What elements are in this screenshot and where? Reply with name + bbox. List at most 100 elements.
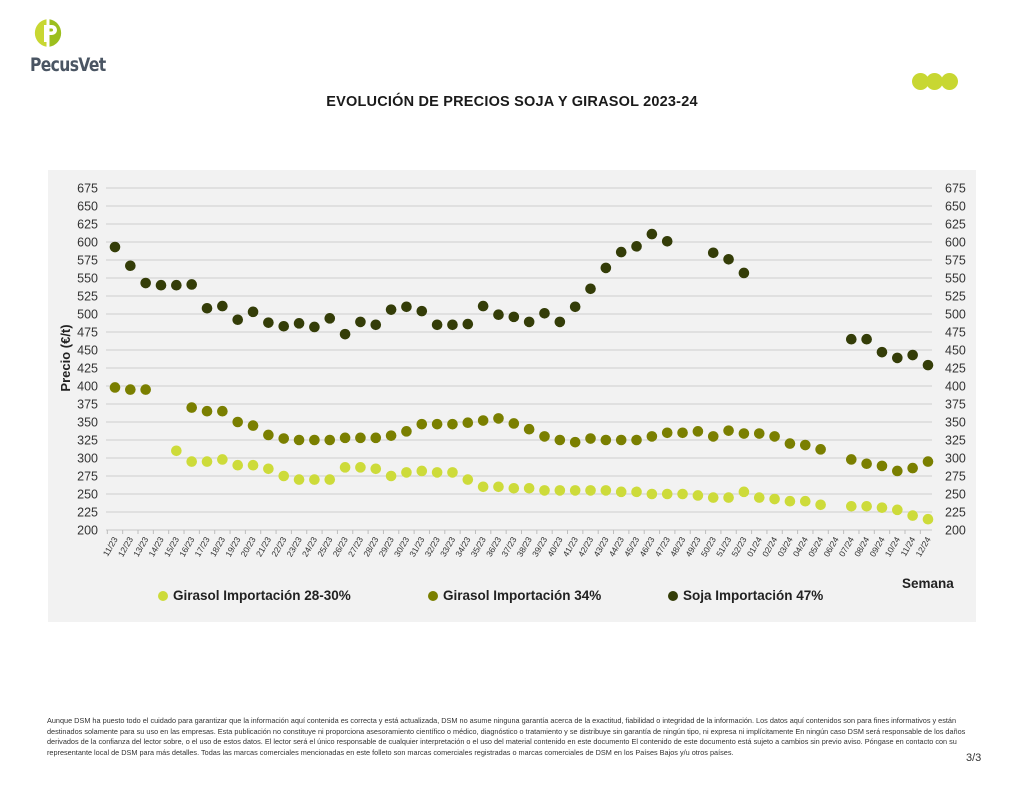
data-point bbox=[815, 444, 826, 455]
legend-marker bbox=[668, 590, 678, 601]
y-tick-label-left: 225 bbox=[77, 506, 98, 520]
y-tick-label-right: 250 bbox=[945, 488, 966, 502]
data-point bbox=[462, 417, 474, 429]
y-tick-label-left: 575 bbox=[77, 254, 98, 268]
data-point bbox=[615, 434, 627, 446]
y-axis-label: Precio (€/t) bbox=[58, 324, 73, 391]
data-point bbox=[769, 493, 780, 505]
data-point bbox=[109, 382, 121, 393]
data-point bbox=[646, 228, 658, 240]
y-tick-label-left: 650 bbox=[77, 200, 98, 214]
data-point bbox=[416, 305, 428, 317]
y-tick-label-left: 500 bbox=[77, 308, 98, 322]
data-point bbox=[508, 418, 520, 429]
data-point bbox=[232, 459, 244, 471]
data-point bbox=[370, 319, 382, 331]
data-point bbox=[278, 433, 290, 444]
data-point bbox=[140, 277, 151, 289]
data-point bbox=[416, 465, 428, 477]
page-number: 3/3 bbox=[966, 752, 982, 764]
data-point bbox=[247, 306, 259, 318]
data-point bbox=[447, 467, 458, 478]
data-point bbox=[431, 319, 443, 331]
data-point bbox=[677, 427, 688, 439]
data-point bbox=[554, 316, 566, 328]
data-point bbox=[355, 432, 366, 444]
data-point bbox=[846, 454, 857, 465]
data-point bbox=[646, 488, 658, 500]
data-point bbox=[370, 432, 382, 444]
data-point bbox=[723, 253, 734, 265]
data-point bbox=[385, 304, 397, 315]
data-point bbox=[431, 467, 443, 478]
data-point bbox=[523, 316, 535, 328]
data-point bbox=[738, 267, 750, 279]
data-point bbox=[846, 500, 857, 512]
legend-label: Girasol Importación 28-30% bbox=[173, 588, 351, 603]
data-point bbox=[585, 485, 596, 496]
data-point bbox=[217, 300, 228, 312]
data-point bbox=[232, 416, 244, 428]
data-point bbox=[247, 459, 259, 471]
y-tick-label-right: 500 bbox=[945, 308, 966, 322]
data-point bbox=[646, 431, 658, 442]
data-point bbox=[692, 490, 704, 501]
data-point bbox=[600, 485, 612, 496]
data-point bbox=[799, 439, 811, 451]
y-tick-label-right: 300 bbox=[945, 452, 966, 466]
legend-marker bbox=[428, 590, 438, 601]
data-point bbox=[401, 467, 412, 478]
data-point bbox=[293, 318, 305, 329]
data-point bbox=[523, 423, 535, 435]
y-tick-label-left: 675 bbox=[77, 182, 98, 196]
data-point bbox=[661, 488, 673, 500]
brand-logo: PecusVet bbox=[30, 16, 106, 80]
data-point bbox=[569, 301, 581, 313]
data-point bbox=[707, 247, 719, 259]
data-point bbox=[186, 279, 197, 290]
legend-item-girasol-34: Girasol Importación 34% bbox=[428, 588, 601, 603]
data-point bbox=[355, 462, 366, 473]
y-tick-label-right: 225 bbox=[945, 506, 966, 520]
y-tick-label-right: 275 bbox=[945, 470, 966, 484]
y-tick-label-left: 600 bbox=[77, 236, 98, 250]
y-tick-label-left: 325 bbox=[77, 434, 98, 448]
data-point bbox=[493, 481, 504, 493]
data-point bbox=[125, 384, 136, 395]
data-point bbox=[723, 492, 734, 503]
y-tick-label-left: 375 bbox=[77, 398, 98, 412]
data-point bbox=[569, 436, 581, 448]
data-point bbox=[631, 241, 642, 252]
data-point bbox=[753, 492, 765, 503]
data-point bbox=[125, 260, 136, 272]
data-point bbox=[477, 415, 489, 426]
data-point bbox=[309, 474, 320, 485]
data-point bbox=[876, 346, 888, 358]
data-point bbox=[293, 434, 305, 446]
data-point bbox=[661, 235, 673, 247]
y-tick-label-left: 550 bbox=[77, 272, 98, 286]
data-point bbox=[600, 262, 612, 274]
data-point bbox=[707, 492, 719, 503]
data-point bbox=[861, 458, 872, 470]
data-point bbox=[615, 486, 627, 498]
data-point bbox=[799, 495, 811, 507]
page-title: EVOLUCIÓN DE PRECIOS SOJA Y GIRASOL 2023… bbox=[326, 94, 698, 110]
data-point bbox=[892, 352, 903, 364]
data-point bbox=[278, 320, 290, 332]
data-point bbox=[217, 454, 228, 465]
data-point bbox=[201, 456, 213, 467]
data-point bbox=[784, 438, 796, 449]
data-point bbox=[907, 510, 918, 521]
pecusvet-p-logo-icon bbox=[34, 19, 62, 47]
y-tick-label-left: 300 bbox=[77, 452, 98, 466]
data-point bbox=[707, 431, 719, 442]
data-point bbox=[769, 431, 780, 442]
y-tick-label-left: 450 bbox=[77, 344, 98, 358]
data-point bbox=[753, 428, 765, 439]
y-tick-label-left: 525 bbox=[77, 290, 98, 304]
data-point bbox=[861, 500, 872, 512]
series-0 bbox=[171, 445, 934, 525]
y-tick-label-right: 525 bbox=[945, 290, 966, 304]
x-axis-label: Semana bbox=[902, 576, 954, 591]
